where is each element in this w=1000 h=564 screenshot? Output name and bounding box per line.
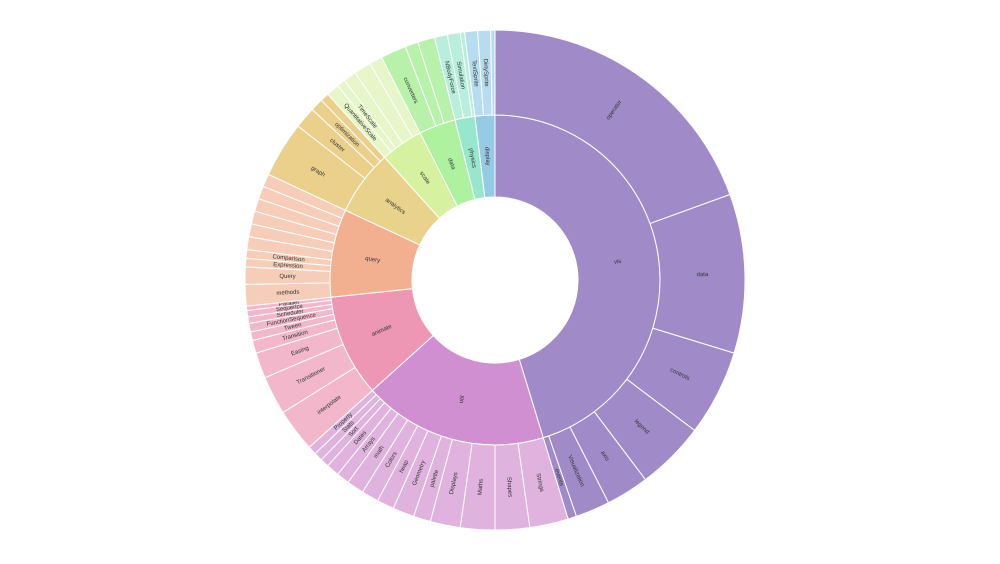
slice-label: vis: [614, 259, 622, 266]
slice-label: Maths: [478, 479, 485, 496]
slice-label: TextSprite: [470, 60, 479, 88]
slice-label: axis: [599, 450, 610, 462]
slice-label: methods: [276, 290, 299, 297]
slice-label: Shapes: [505, 477, 512, 498]
slice-label: Easing: [291, 346, 310, 358]
slice-label: display: [483, 147, 490, 166]
slice-label: physics: [467, 148, 477, 169]
slice-label: Sequence: [276, 304, 304, 314]
slice-label: query: [365, 256, 381, 264]
slice-label: Comparison: [272, 254, 305, 263]
slice-label: Expression: [273, 262, 303, 270]
slice-label: Parallel: [279, 300, 300, 308]
slice-label: heap: [399, 459, 411, 474]
slice-label: Scheduler: [276, 309, 304, 319]
slice-label: DirtySprite: [482, 59, 489, 88]
slice-label: palette: [429, 468, 440, 488]
slice-label: events: [553, 468, 564, 487]
outer-slice: [494, 29, 731, 225]
slice-label: data: [446, 158, 456, 172]
slice-label: Displays: [449, 472, 459, 495]
slice-label: Tween: [284, 322, 303, 332]
slice-label: Simulation: [455, 61, 466, 90]
outer-slice: [490, 29, 496, 116]
slice-label: Query: [279, 274, 295, 280]
slice-label: data: [697, 272, 709, 278]
slice-label: Strings: [534, 473, 544, 493]
slice-label: util: [459, 395, 467, 404]
